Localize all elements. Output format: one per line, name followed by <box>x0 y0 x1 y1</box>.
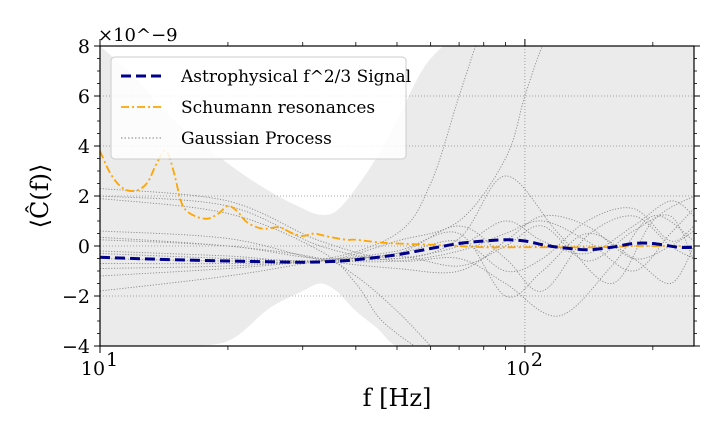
y-tick-label: 6 <box>78 86 90 108</box>
x-axis-label: f [Hz] <box>363 384 432 412</box>
gp-sample-line <box>100 231 694 298</box>
y-tick-label: 8 <box>78 36 90 58</box>
legend-signal-label: Astrophysical f^2/3 Signal <box>180 67 411 87</box>
y-tick-label: 0 <box>78 236 90 258</box>
gp-sample-line <box>100 46 476 263</box>
signal-line <box>100 238 694 264</box>
y-tick-label: −4 <box>62 336 90 358</box>
x-tick-exponent: 1 <box>106 349 118 371</box>
legend-gp-label: Gaussian Process <box>181 129 332 149</box>
gp-sample-line <box>100 198 415 346</box>
y-tick-label: 4 <box>78 136 90 158</box>
gp-sample-line <box>100 195 694 317</box>
gp-sample-line <box>100 214 694 274</box>
gp-sample-line <box>100 175 694 284</box>
gp-sample-line <box>100 214 694 277</box>
gp-sample-line <box>100 46 543 263</box>
ticks <box>94 39 700 353</box>
series <box>100 149 694 264</box>
x-tick-exponent: 2 <box>531 349 543 371</box>
y-tick-label: −2 <box>62 286 90 308</box>
gp-sample-line <box>100 215 694 292</box>
x-tick-label: 10 <box>81 358 105 380</box>
gp-sample-line <box>100 236 431 346</box>
y-axis-label: ⟨Ĉ(f)⟩ <box>25 164 54 229</box>
gp-sample-line <box>100 200 694 269</box>
legend: Astrophysical f^2/3 Signal Schumann reso… <box>110 56 411 160</box>
y-tick-label: 2 <box>78 186 90 208</box>
legend-box <box>110 56 407 160</box>
y-multiplier-label: ×10^−9 <box>98 25 178 46</box>
x-tick-label: 10 <box>506 358 530 380</box>
gp-sample-line <box>100 207 694 273</box>
legend-schumann-label: Schumann resonances <box>181 98 375 118</box>
